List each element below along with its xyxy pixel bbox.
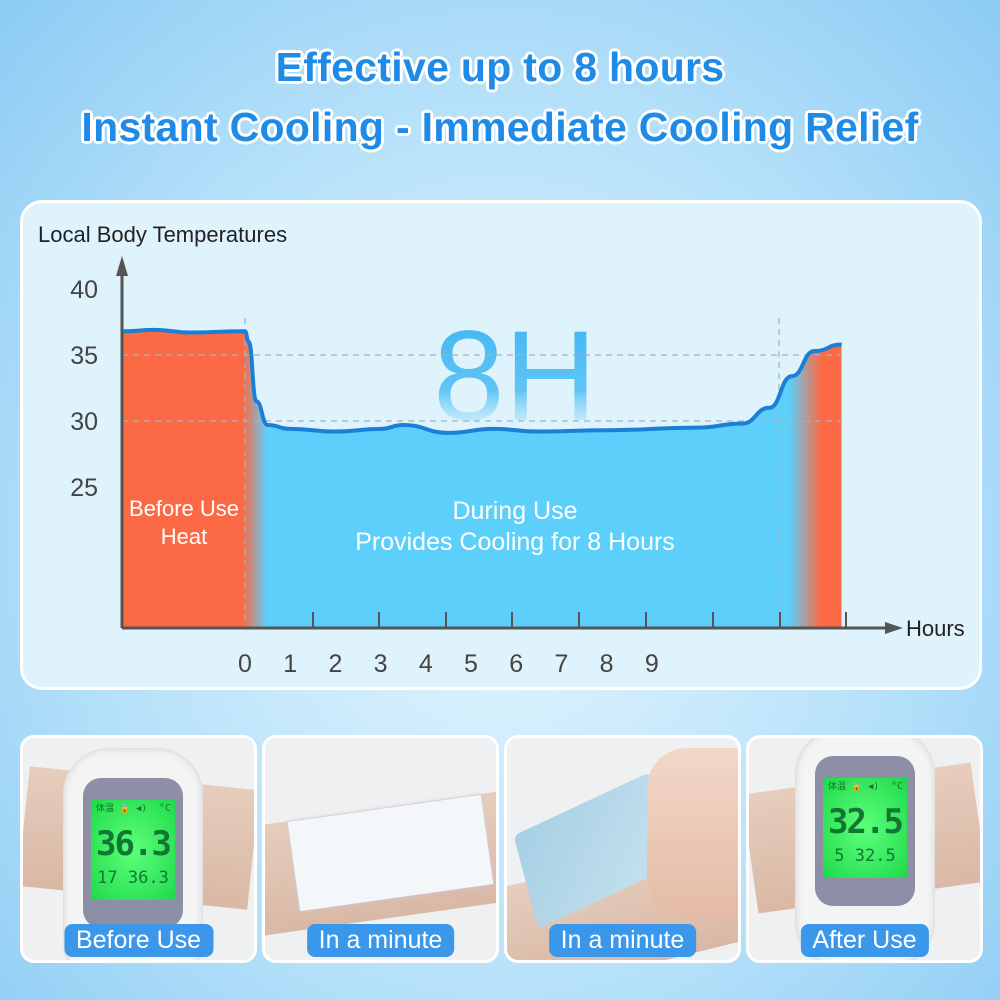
y-tick-label: 30: [70, 408, 98, 436]
x-tick-label: 1: [283, 650, 297, 678]
region-label: Heat: [161, 524, 207, 549]
y-axis-arrow: [116, 256, 128, 276]
photo-3: In a minute: [504, 735, 741, 963]
region-transition-right: [789, 329, 822, 628]
lcd-screen: 体温 🔒 ◀) °C 36.3 17 36.3: [91, 800, 175, 900]
hand: [647, 748, 738, 918]
lcd-memory: 17 36.3: [97, 868, 169, 888]
lcd-unit: °C: [158, 803, 171, 814]
x-axis-arrow: [885, 622, 903, 634]
headline-line-1: Effective up to 8 hours: [275, 44, 725, 90]
x-tick-label: 4: [419, 650, 433, 678]
lcd-reading: 32.5: [828, 802, 904, 842]
y-tick-label: 40: [70, 276, 98, 304]
lcd-unit: °C: [890, 781, 903, 792]
y-axis-label: Local Body Temperatures: [38, 222, 287, 247]
x-tick-label: 9: [645, 650, 659, 678]
lcd-screen: 体温 🔒 ◀) °C 32.5 5 32.5: [823, 778, 907, 878]
watermark-8h: 8H: [433, 305, 597, 448]
temperature-line: [122, 327, 842, 435]
region-label: During Use: [452, 497, 577, 525]
photo-1: 体温 🔒 ◀) °C 36.3 17 36.3 Before Use: [20, 735, 257, 963]
photo-caption: After Use: [800, 924, 929, 957]
photo-2: In a minute: [262, 735, 499, 963]
x-tick-label: 2: [328, 650, 342, 678]
region-fill-0: [122, 329, 245, 628]
region-transition-left: [243, 329, 267, 628]
photo-caption: In a minute: [306, 924, 455, 957]
x-tick-label: 3: [374, 650, 388, 678]
headline-line-2: Instant Cooling - Immediate Cooling Reli…: [81, 104, 919, 150]
region-label: Before Use: [129, 496, 239, 521]
photo-caption: Before Use: [63, 924, 214, 957]
x-tick-label: 8: [600, 650, 614, 678]
lcd-icons: 体温 🔒 ◀): [828, 782, 879, 792]
photo-4: 体温 🔒 ◀) °C 32.5 5 32.5 After Use: [746, 735, 983, 963]
x-tick-label: 7: [554, 650, 568, 678]
lcd-reading: 36.3: [96, 824, 172, 864]
y-tick-label: 25: [70, 474, 98, 502]
lcd-memory: 5 32.5: [834, 846, 896, 866]
region-fill-2: [819, 329, 842, 628]
x-tick-label: 0: [238, 650, 252, 678]
x-tick-label: 6: [509, 650, 523, 678]
lcd-icons: 体温 🔒 ◀): [96, 804, 147, 814]
x-tick-label: 5: [464, 650, 478, 678]
region-label: Provides Cooling for 8 Hours: [355, 528, 675, 556]
temperature-chart: 8H Local Body Temperatures Hours 4035302…: [38, 222, 965, 678]
photo-caption: In a minute: [548, 924, 697, 957]
y-tick-label: 35: [70, 342, 98, 370]
x-axis-label: Hours: [906, 616, 965, 641]
